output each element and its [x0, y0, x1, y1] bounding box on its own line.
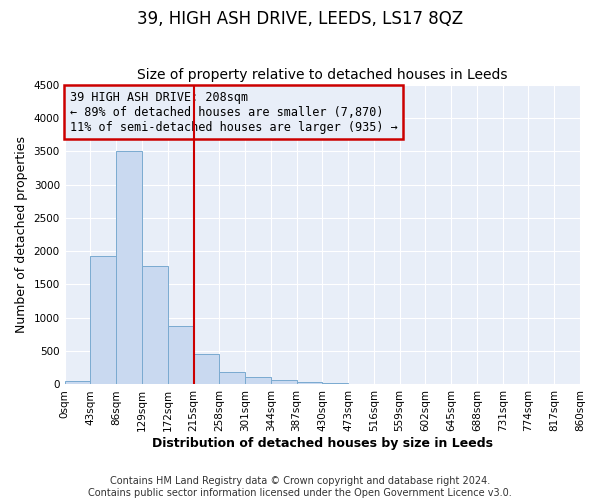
- Bar: [245, 377, 271, 384]
- Bar: [322, 383, 348, 384]
- Bar: [116, 151, 142, 384]
- Text: 39, HIGH ASH DRIVE, LEEDS, LS17 8QZ: 39, HIGH ASH DRIVE, LEEDS, LS17 8QZ: [137, 10, 463, 28]
- Bar: [219, 372, 245, 384]
- Y-axis label: Number of detached properties: Number of detached properties: [15, 136, 28, 333]
- Title: Size of property relative to detached houses in Leeds: Size of property relative to detached ho…: [137, 68, 508, 82]
- Bar: [168, 326, 193, 384]
- X-axis label: Distribution of detached houses by size in Leeds: Distribution of detached houses by size …: [152, 437, 493, 450]
- Bar: [65, 381, 91, 384]
- Bar: [193, 354, 219, 384]
- Bar: [296, 382, 322, 384]
- Bar: [271, 380, 296, 384]
- Text: 39 HIGH ASH DRIVE: 208sqm
← 89% of detached houses are smaller (7,870)
11% of se: 39 HIGH ASH DRIVE: 208sqm ← 89% of detac…: [70, 90, 398, 134]
- Bar: [91, 256, 116, 384]
- Text: Contains HM Land Registry data © Crown copyright and database right 2024.
Contai: Contains HM Land Registry data © Crown c…: [88, 476, 512, 498]
- Bar: [142, 266, 168, 384]
